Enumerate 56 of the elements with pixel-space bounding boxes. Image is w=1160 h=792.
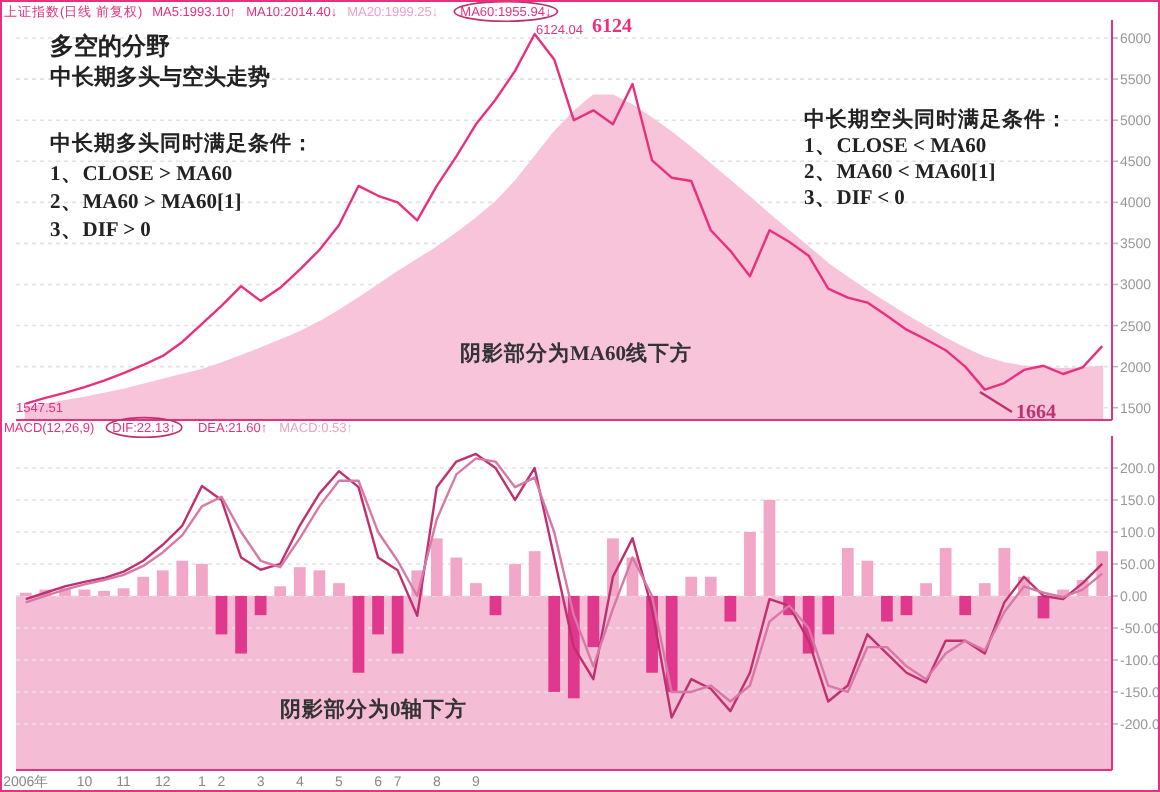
bar — [430, 538, 443, 596]
line-series — [24, 32, 1104, 405]
bar — [489, 595, 502, 616]
annotation: 阴影部分为MA60线下方 — [460, 340, 692, 366]
bar — [881, 595, 893, 622]
bar — [920, 583, 932, 596]
annotation: 1664 — [1016, 402, 1056, 424]
bar — [196, 563, 208, 596]
bar — [254, 595, 267, 616]
bar — [470, 583, 482, 596]
bar — [333, 583, 345, 596]
bar — [685, 576, 698, 596]
text: 多空的分野 — [50, 32, 170, 60]
text: 中长期多头与空头走势 — [50, 64, 270, 90]
annotation: 3、DIF < 0 — [804, 188, 905, 210]
bar — [293, 567, 306, 596]
bar — [1096, 551, 1109, 596]
bar — [587, 595, 600, 648]
bar — [450, 557, 463, 596]
bar — [98, 590, 110, 596]
bar — [372, 595, 384, 635]
annotation: 中长期空头同时满足条件： — [804, 106, 1068, 132]
annotation: 2、MA60 < MA60[1] — [804, 162, 996, 184]
bar — [763, 499, 776, 596]
bar — [274, 586, 287, 596]
bar — [900, 595, 913, 616]
bar — [665, 595, 678, 692]
bar — [841, 547, 854, 596]
bar — [313, 570, 326, 596]
bar — [528, 551, 541, 596]
bar — [998, 547, 1011, 596]
bar — [861, 560, 874, 596]
bar — [959, 595, 972, 616]
bar — [235, 595, 247, 654]
annotation: 1、CLOSE > MA60 — [50, 164, 233, 186]
bar — [548, 595, 561, 692]
annotation: 1、CLOSE < MA60 — [804, 136, 987, 158]
bar — [137, 576, 150, 596]
bar — [156, 570, 169, 596]
bar — [352, 595, 365, 673]
bar — [978, 583, 991, 596]
bar — [704, 576, 717, 596]
bar — [822, 595, 835, 635]
annotation: 6124 — [592, 16, 632, 38]
bar — [391, 595, 404, 654]
bar — [176, 560, 189, 596]
annotation: 2、MA60 > MA60[1] — [50, 192, 242, 214]
bar — [117, 588, 130, 596]
bar — [939, 547, 952, 596]
bar — [509, 563, 521, 596]
bar — [215, 595, 228, 635]
annotation: 阴影部分为0轴下方 — [280, 696, 467, 722]
bar — [744, 531, 756, 596]
bar — [724, 595, 737, 622]
annotation: 3、DIF > 0 — [50, 220, 151, 242]
annotation: 中长期多头同时满足条件： — [50, 130, 314, 156]
